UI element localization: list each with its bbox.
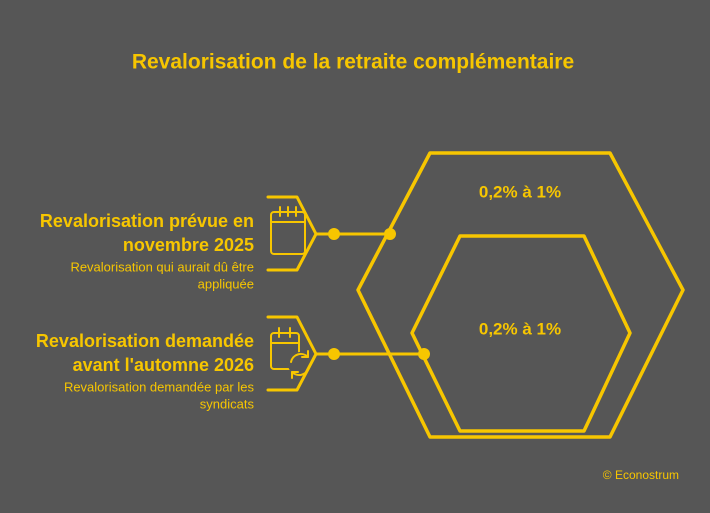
item-label: Revalorisation demandée: [36, 331, 254, 351]
item-sublabel: Revalorisation demandée par les: [64, 379, 255, 394]
connector-dot: [328, 228, 340, 240]
inner-hexagon: [410, 234, 632, 433]
connector-dot: [384, 228, 396, 240]
item-label: novembre 2025: [123, 235, 254, 255]
item-sublabel: appliquée: [198, 276, 254, 291]
item-sublabel: syndicats: [200, 396, 255, 411]
outer-hexagon: [356, 151, 685, 439]
value: 0,2% à 1%: [479, 319, 561, 338]
connector-dot: [328, 348, 340, 360]
item-sublabel: Revalorisation qui aurait dû être: [70, 259, 254, 274]
title: Revalorisation de la retraite complément…: [132, 51, 574, 74]
connector-dot: [418, 348, 430, 360]
value: 0,2% à 1%: [479, 182, 561, 201]
item-label: Revalorisation prévue en: [40, 211, 254, 231]
credit: © Econostrum: [603, 468, 679, 482]
item-label: avant l'automne 2026: [73, 355, 254, 375]
